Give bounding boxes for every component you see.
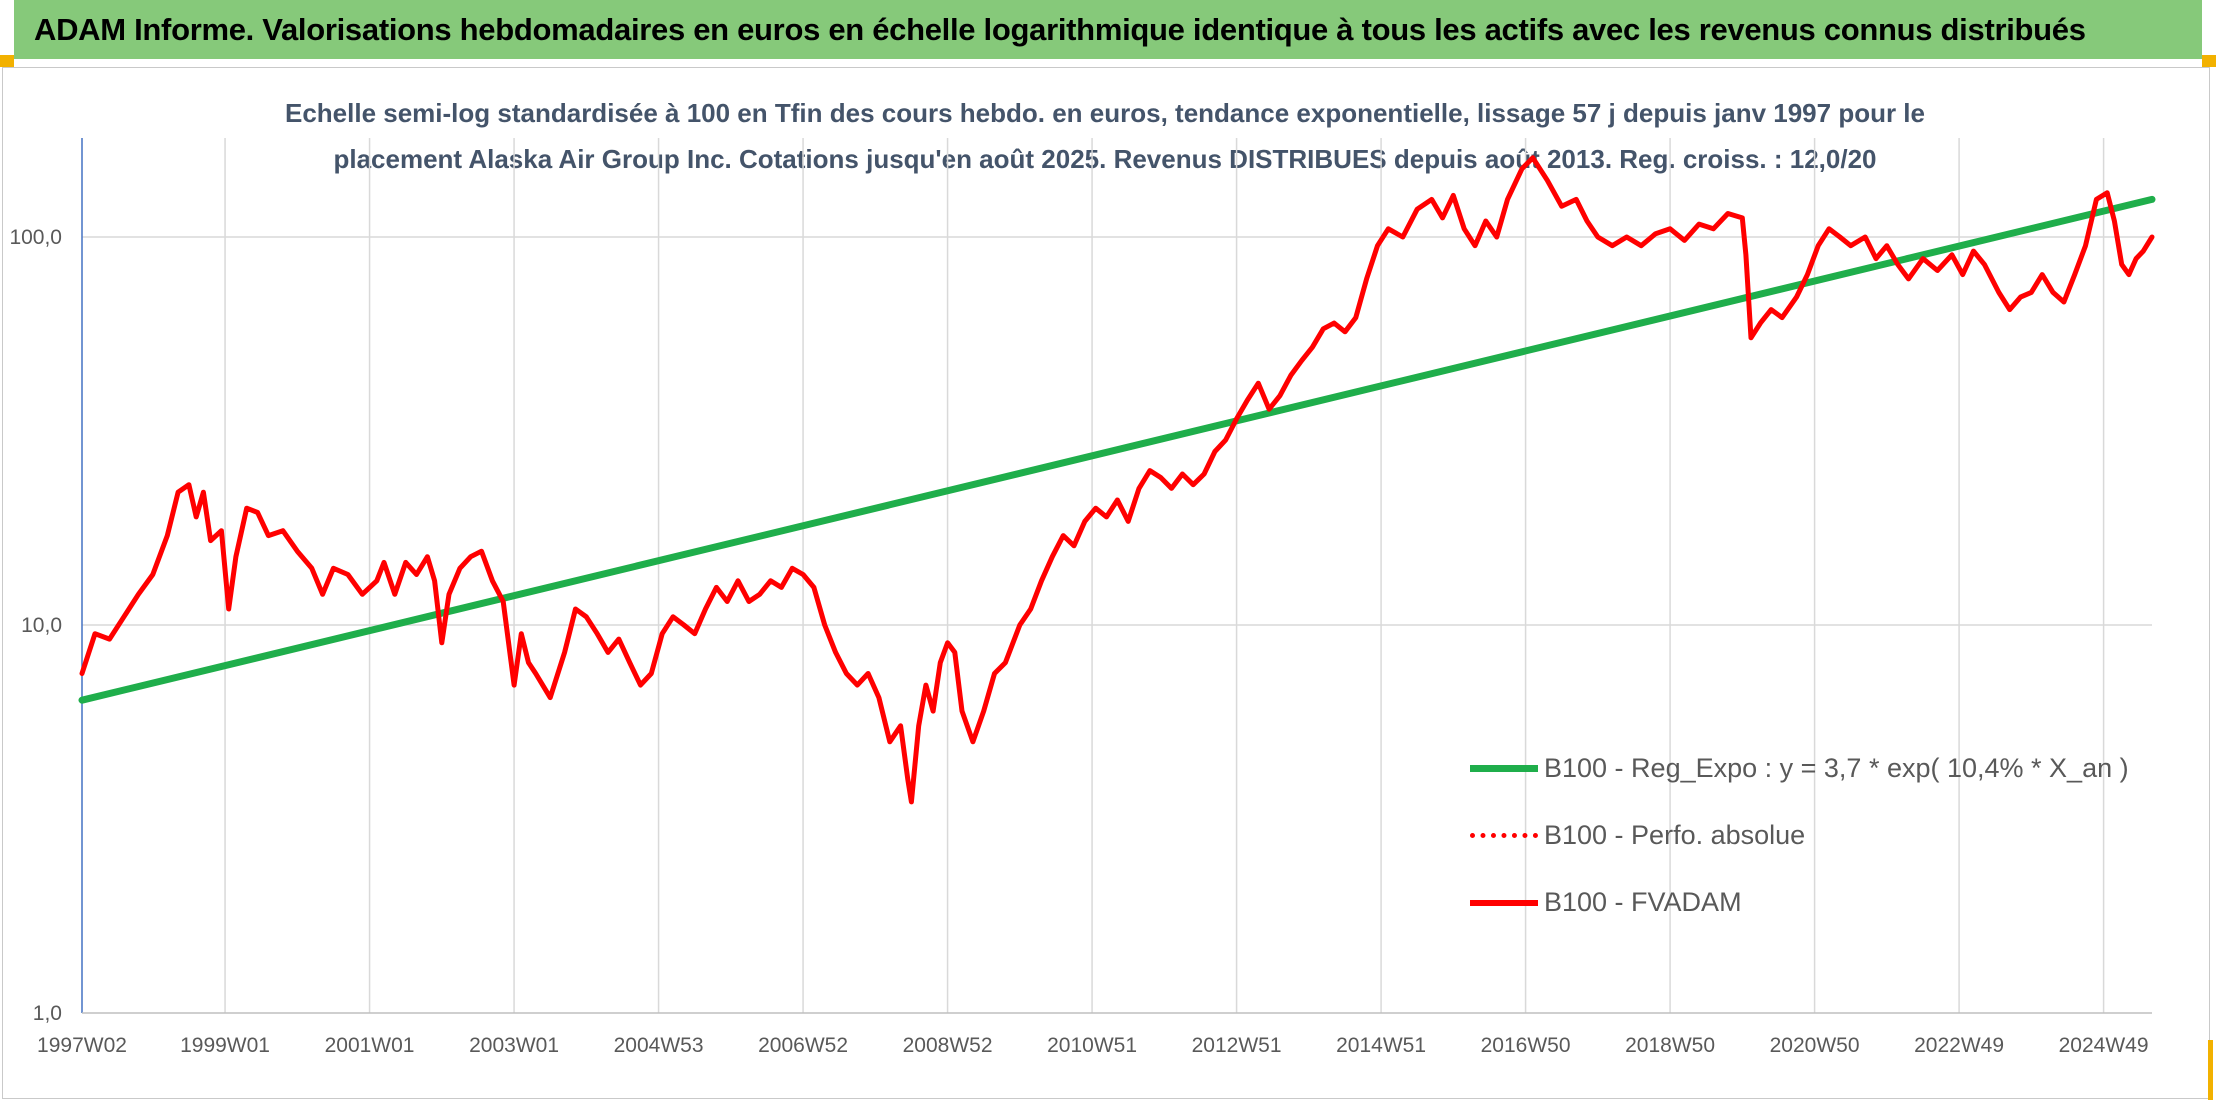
legend-swatch-fvadam (1470, 899, 1538, 906)
legend-item-fvadam: B100 - FVADAM (1470, 869, 2129, 936)
x-tick-label: 2001W01 (325, 1034, 415, 1057)
chart-axes (81, 138, 2152, 1014)
chart-frame (2, 67, 2210, 1099)
trend-line (78, 195, 2156, 704)
y-tick-label: 1,0 (33, 1002, 62, 1025)
chart-title: Echelle semi-log standardisée à 100 en T… (200, 90, 2010, 182)
x-tick-label: 2010W51 (1047, 1034, 1137, 1057)
x-tick-label: 2008W52 (903, 1034, 993, 1057)
corner-accent-right (2202, 55, 2216, 67)
chart-title-line-2: placement Alaska Air Group Inc. Cotation… (333, 144, 1877, 174)
x-tick-label: 2014W51 (1336, 1034, 1426, 1057)
report-title: ADAM Informe. Valorisations hebdomadaire… (34, 11, 2086, 47)
legend-swatch-perfo (1470, 833, 1538, 838)
x-tick-label: 1997W02 (37, 1034, 127, 1057)
legend-label-perfo: B100 - Perfo. absolue (1544, 820, 1806, 850)
corner-accent-left (0, 55, 14, 67)
x-tick-label: 2004W53 (614, 1034, 704, 1057)
legend-item-perfo: B100 - Perfo. absolue (1470, 802, 2129, 869)
x-tick-label: 2020W50 (1770, 1034, 1860, 1057)
chart-legend: B100 - Reg_Expo : y = 3,7 * exp( 10,4% *… (1470, 735, 2129, 936)
x-tick-label: 1999W01 (180, 1034, 270, 1057)
y-tick-label: 100,0 (9, 226, 62, 249)
legend-label-trend: B100 - Reg_Expo : y = 3,7 * exp( 10,4% *… (1544, 753, 2129, 783)
chart-grid (82, 138, 2152, 1013)
header-banner: ADAM Informe. Valorisations hebdomadaire… (14, 0, 2202, 59)
legend-label-fvadam: B100 - FVADAM (1544, 887, 1742, 917)
x-tick-label: 2003W01 (469, 1034, 559, 1057)
fvadam-line (79, 155, 2155, 805)
chart-series (78, 155, 2156, 805)
legend-item-trend: B100 - Reg_Expo : y = 3,7 * exp( 10,4% *… (1470, 735, 2129, 802)
chart-title-line-1: Echelle semi-log standardisée à 100 en T… (284, 98, 1925, 128)
legend-swatch-trend (1470, 765, 1538, 772)
y-tick-labels: 1,0 10,0 100,0 (9, 226, 62, 1025)
x-tick-label: 2018W50 (1625, 1034, 1715, 1057)
corner-accent-bottom-right (2208, 1040, 2213, 1100)
x-tick-label: 2016W50 (1481, 1034, 1571, 1057)
y-tick-label: 10,0 (21, 614, 62, 637)
x-tick-label: 2024W49 (2059, 1034, 2149, 1057)
x-tick-label: 2012W51 (1192, 1034, 1282, 1057)
x-tick-label: 2006W52 (758, 1034, 848, 1057)
x-tick-label: 2022W49 (1914, 1034, 2004, 1057)
x-tick-labels: 1997W02 1999W01 2001W01 2003W01 2004W53 2006W… (37, 1034, 2148, 1057)
